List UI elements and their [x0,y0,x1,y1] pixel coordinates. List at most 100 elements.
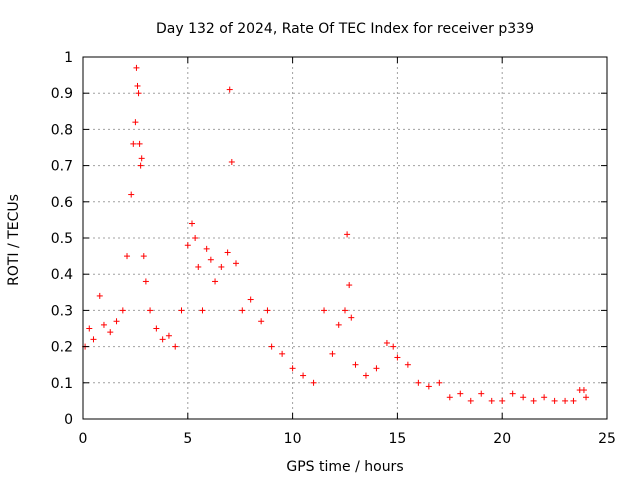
data-point [530,397,537,404]
data-point [404,361,411,368]
data-point [335,321,342,328]
data-point [188,220,195,227]
data-point [136,140,143,147]
data-point [509,390,516,397]
y-tick-label: 0.5 [51,231,73,247]
data-point [119,307,126,314]
data-point [135,90,142,97]
x-tick-label: 10 [284,431,302,447]
data-point [130,140,137,147]
data-point [373,365,380,372]
data-point [96,292,103,299]
data-point [100,321,107,328]
data-point [147,307,154,314]
data-point [226,86,233,93]
y-tick-label: 0.7 [51,159,73,175]
data-point [224,249,231,256]
data-point [583,394,590,401]
data-point [165,332,172,339]
data-point [199,307,206,314]
data-point [132,119,139,126]
data-point [184,242,191,249]
data-point [342,307,348,314]
data-point [128,191,135,198]
data-point [279,350,286,357]
data-point [478,390,485,397]
y-tick-label: 0.8 [51,122,73,138]
data-point [113,318,120,325]
data-point [268,343,275,350]
data-point [425,383,432,390]
data-point [233,260,240,267]
data-point [218,263,225,270]
data-point [383,339,390,346]
y-tick-label: 0.9 [51,86,73,102]
data-point [446,394,453,401]
data-point [562,397,569,404]
data-point [352,361,359,368]
data-point [457,390,464,397]
y-tick-label: 0.6 [51,195,73,211]
data-point [203,245,210,252]
data-point [86,325,93,332]
data-point [580,387,587,394]
data-point [348,314,355,321]
data-point [436,379,443,386]
data-point [207,256,214,263]
data-point [321,307,328,314]
data-point [212,278,219,285]
y-tick-label: 0.4 [51,267,73,283]
data-point [247,296,254,303]
data-point [329,350,336,357]
data-point [124,253,131,260]
data-point [541,394,548,401]
data-point [258,318,265,325]
data-point [520,394,527,401]
y-tick-label: 0 [64,412,73,428]
data-point [264,307,271,314]
data-point [153,325,160,332]
x-tick-label: 20 [493,431,511,447]
data-point [90,336,97,343]
data-point [140,253,147,260]
data-points [82,64,590,404]
data-point [138,155,145,162]
data-point [488,397,495,404]
x-tick-label: 15 [388,431,406,447]
data-point [499,397,506,404]
data-point [172,343,179,350]
y-tick-label: 0.1 [51,376,73,392]
data-point [467,397,474,404]
data-point [310,379,317,386]
data-point [192,235,199,241]
data-point [137,162,144,169]
data-point [195,263,202,270]
x-axis-label: GPS time / hours [286,459,403,475]
data-point [390,343,397,350]
data-point [134,82,141,89]
data-point [159,336,166,343]
data-point [570,397,577,404]
data-point [133,64,140,71]
x-tick-label: 0 [79,431,88,447]
y-tick-label: 0.3 [51,303,73,319]
data-point [344,231,351,238]
data-point [300,372,307,379]
y-tick-label: 0.2 [51,340,73,356]
y-tick-label: 1 [64,50,73,66]
data-point [107,329,114,336]
data-point [362,372,369,379]
data-point [346,282,353,289]
data-point [394,354,401,361]
x-axis-ticks: 0 5 10 15 20 25 [79,57,616,447]
y-axis-label: ROTI / TECUs [6,194,22,286]
y-axis-ticks: 0 0.1 0.2 0.3 0.4 0.5 0.6 0.7 0.8 0.9 1 [51,50,607,428]
data-point [415,379,422,386]
x-tick-label: 25 [598,431,616,447]
x-tick-label: 5 [183,431,192,447]
data-point [239,307,246,314]
data-point [142,278,149,285]
data-point [228,158,235,165]
